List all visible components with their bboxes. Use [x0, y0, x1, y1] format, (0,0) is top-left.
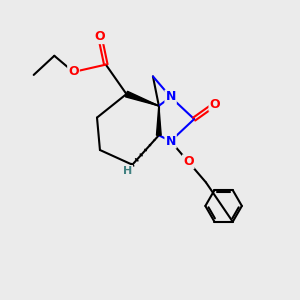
Text: N: N: [165, 135, 176, 148]
Polygon shape: [125, 91, 159, 106]
Text: N: N: [165, 91, 176, 103]
Text: O: O: [94, 30, 105, 43]
Text: O: O: [68, 65, 79, 79]
Text: O: O: [209, 98, 220, 111]
Text: H: H: [123, 166, 133, 176]
Polygon shape: [157, 106, 161, 135]
Text: O: O: [183, 155, 194, 168]
